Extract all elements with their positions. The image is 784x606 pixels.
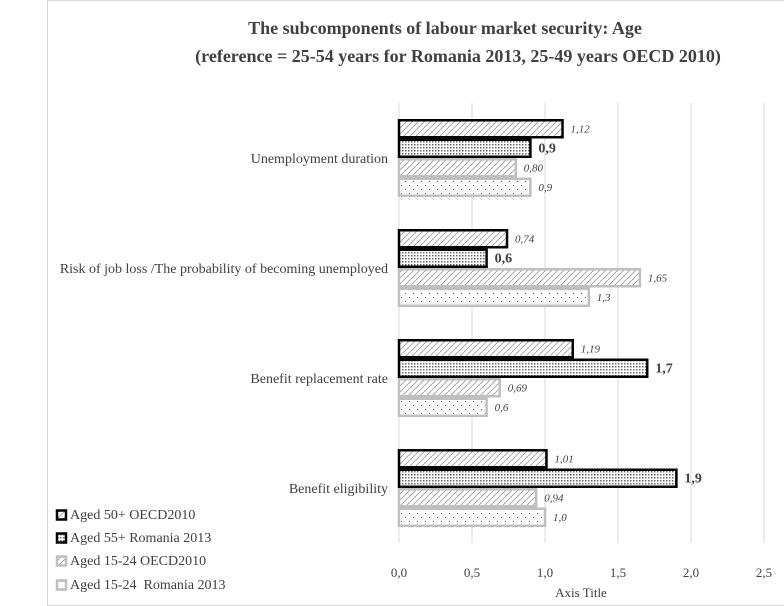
bar [397,158,518,178]
category-text: Risk of job loss /The probability of bec… [59,262,388,277]
chart-subtitle: (reference = 25-54 years for Romania 201… [195,46,721,67]
x-tick-label: 2,5 [756,565,772,580]
bar [397,358,649,378]
category-label: Unemployment duration [58,152,388,168]
data-label: 0,9 [538,141,556,156]
legend-swatch [55,532,68,544]
bar [397,488,538,508]
legend-swatch [55,555,68,567]
category-label: Benefit replacement rate [58,372,388,388]
category-text: Benefit eligibility [288,482,388,497]
bar [397,229,509,249]
legend-label: Aged 55+ Romania 2013 [70,531,211,546]
x-tick-label: 2,0 [683,565,699,580]
legend-label: Aged 15-24 Romania 2013 [70,578,226,593]
data-label: 1,19 [581,343,601,355]
bar [397,248,488,268]
data-label: 1,01 [554,453,573,465]
legend-label: Aged 15-24 OECD2010 [70,554,206,569]
x-tick-label: 1,5 [610,565,626,580]
data-label: 0,74 [515,233,535,245]
data-label: 0,9 [538,182,552,194]
x-axis-title: Axis Title [555,585,607,600]
data-label: 0,80 [524,162,544,174]
bar [397,339,574,359]
bar [397,287,591,307]
x-tick-label: 0,0 [391,565,407,580]
x-tick-label: 0,5 [464,565,480,580]
category-text: Unemployment duration [250,152,388,167]
bar [397,507,547,527]
category-label: Risk of job loss /The probability of bec… [58,262,388,278]
data-label: 1,65 [648,272,668,284]
legend-label: Aged 50+ OECD2010 [70,508,195,523]
category-text: Benefit replacement rate [250,372,388,387]
data-label: 0,69 [508,382,528,394]
bar [397,138,532,158]
bar [397,397,488,417]
data-label: 1,12 [571,123,591,135]
chart-title: The subcomponents of labour market secur… [248,18,642,38]
bar [397,177,532,197]
bar [397,268,642,288]
data-label: 1,7 [655,361,673,376]
bar [397,468,678,488]
bar [397,378,501,398]
legend-swatch [55,579,68,591]
legend-swatch [55,509,68,521]
data-label: 1,9 [684,471,702,486]
data-label: 0,94 [544,492,564,504]
data-label: 1,3 [597,292,611,304]
x-tick-label: 1,0 [537,565,553,580]
bar [397,119,564,139]
data-label: 0,6 [495,402,509,414]
data-label: 1,0 [553,512,567,524]
category-label: Benefit eligibility [58,482,388,498]
bar [397,449,548,469]
data-label: 0,6 [495,251,512,266]
